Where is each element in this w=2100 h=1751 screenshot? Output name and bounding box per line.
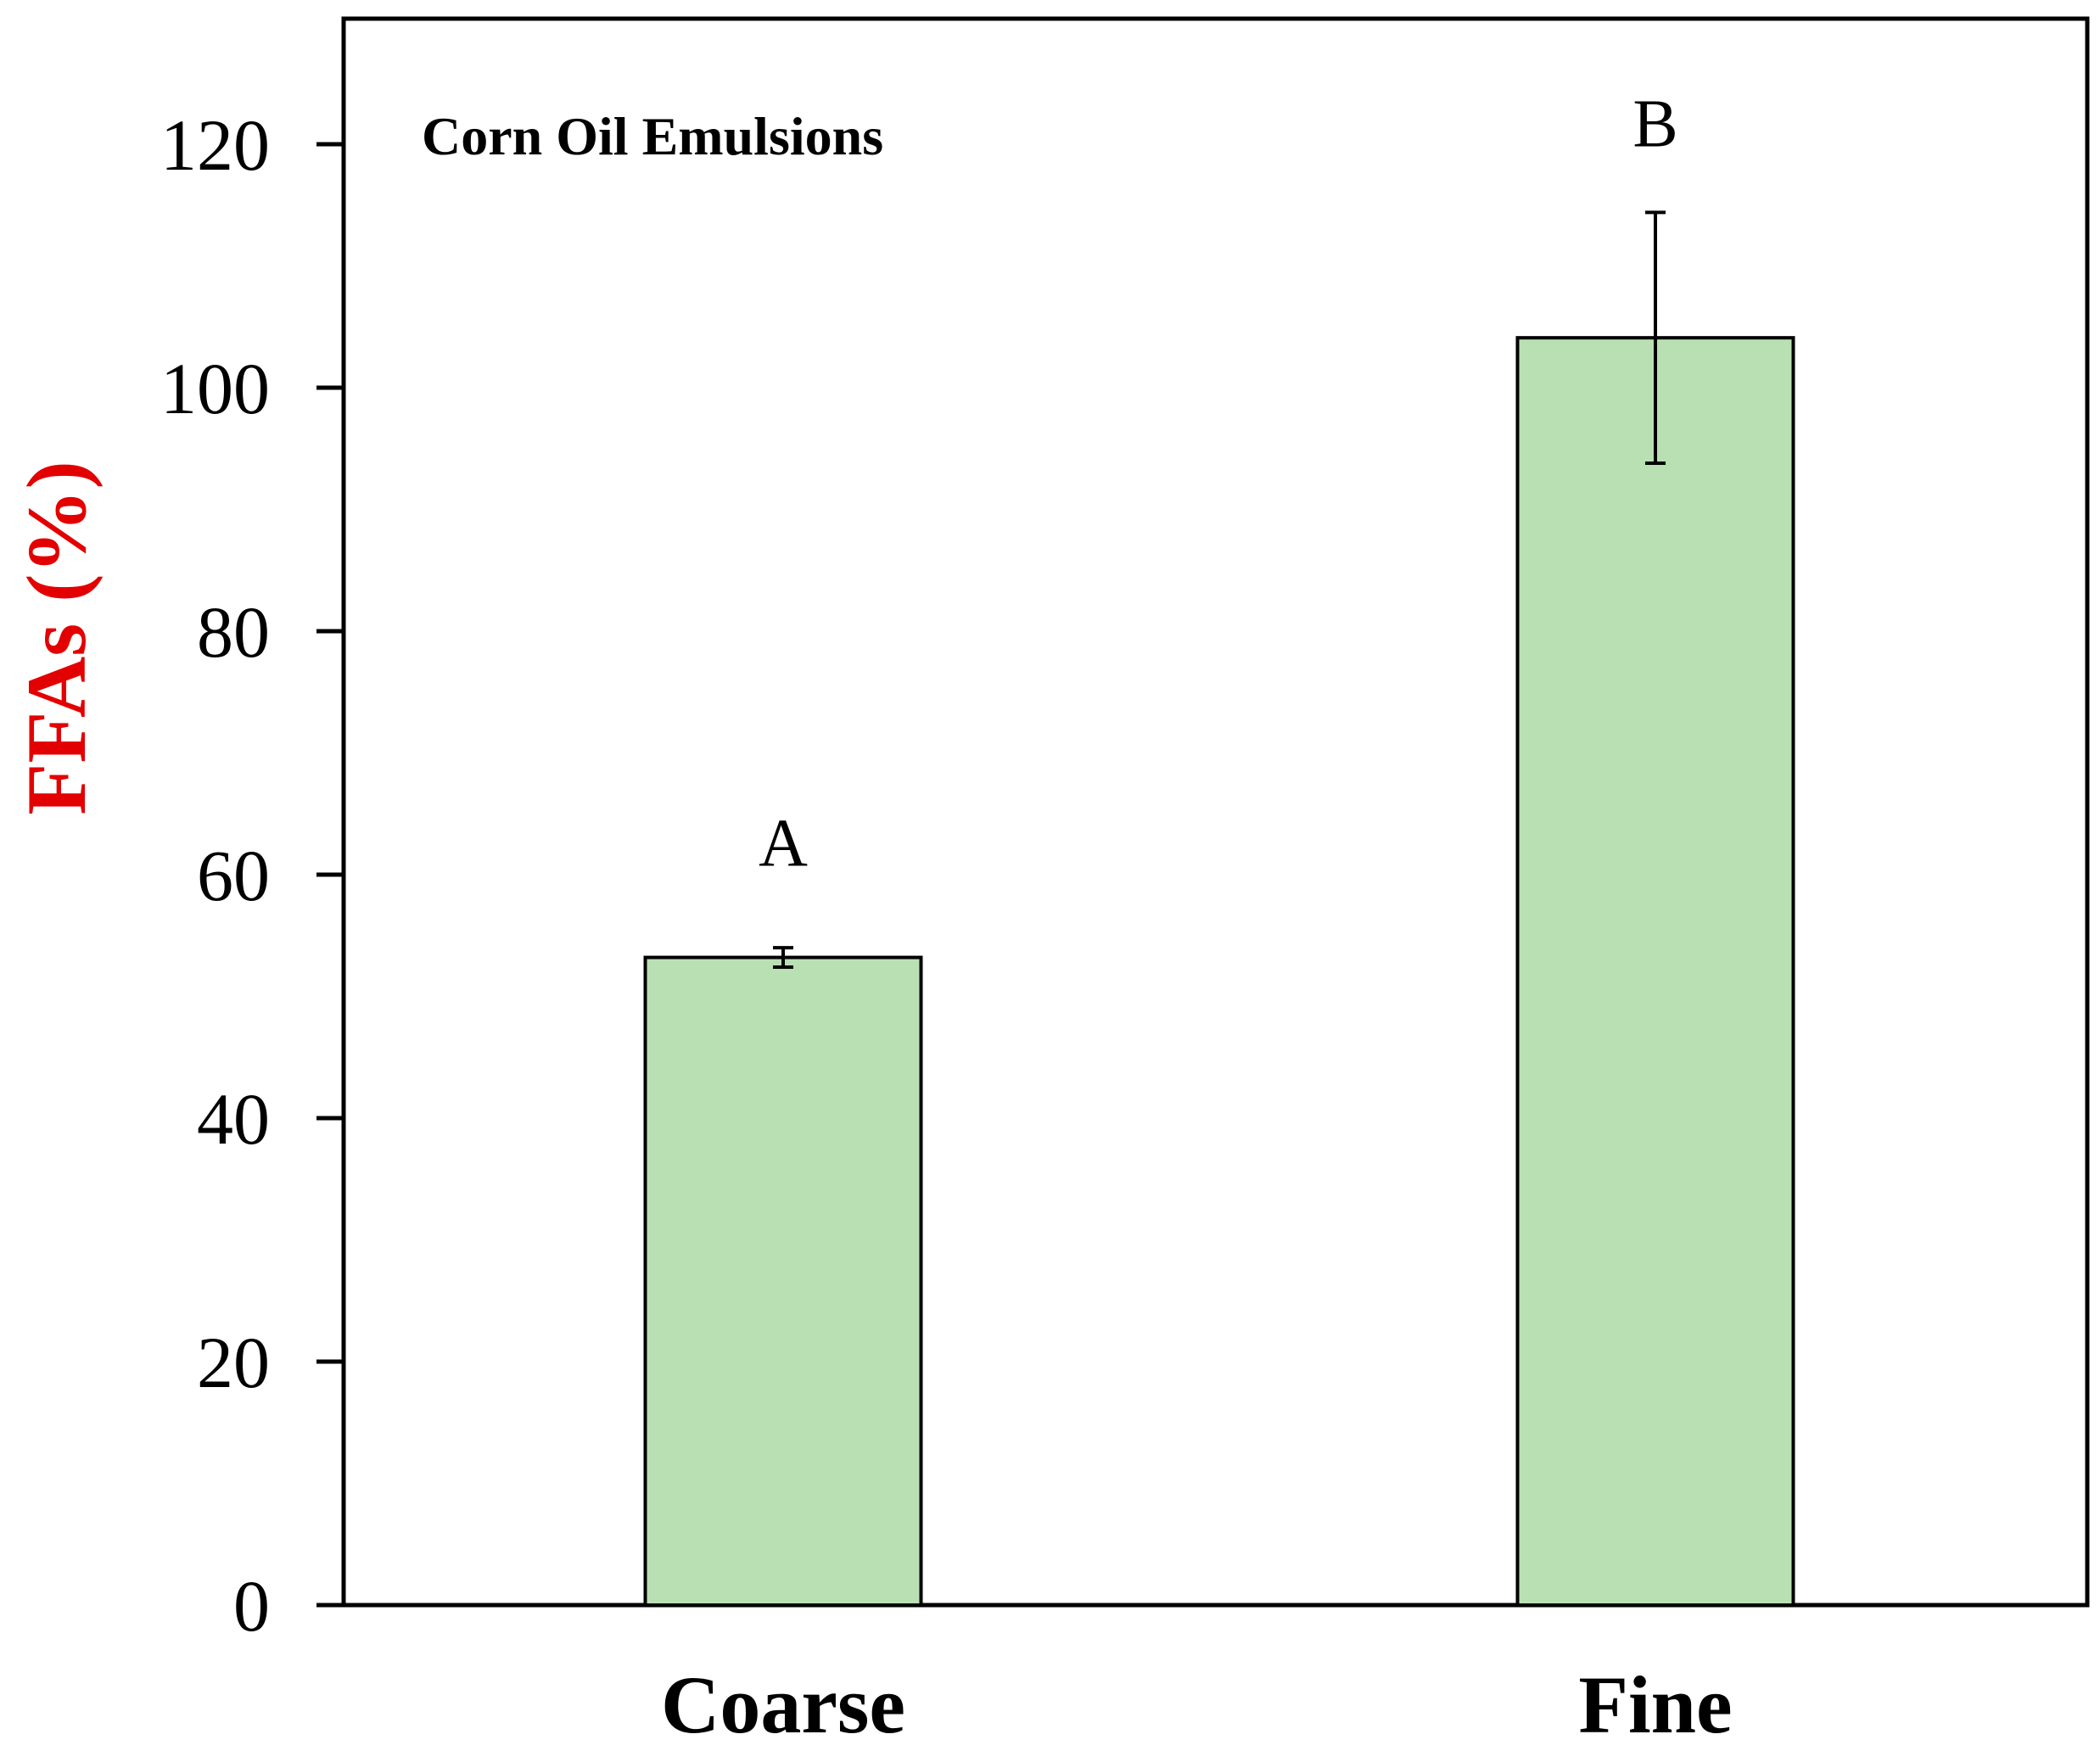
y-tick-label: 120 <box>160 104 270 186</box>
x-tick-label-coarse: Coarse <box>661 1659 905 1750</box>
y-tick-label: 40 <box>197 1078 270 1160</box>
plot-frame <box>341 16 2090 1608</box>
bar-fine <box>1515 336 1795 1607</box>
y-tick-label: 80 <box>197 591 270 673</box>
y-tick-label: 20 <box>197 1322 270 1403</box>
x-axis-labels: Coarse Fine <box>661 1659 1733 1750</box>
y-tick-label: 100 <box>160 348 270 429</box>
chart-title: Corn Oil Emulsions <box>422 106 883 166</box>
x-tick-label-fine: Fine <box>1578 1659 1732 1750</box>
significance-letter-fine: B <box>1632 87 1677 161</box>
bars-group: AB <box>643 87 1795 1607</box>
y-tick-label: 60 <box>197 835 270 916</box>
y-axis-ticks: 0 20 40 60 80 100 120 <box>160 104 344 1647</box>
significance-letter-coarse: A <box>759 807 808 881</box>
bar-coarse <box>643 955 923 1607</box>
y-tick-label: 0 <box>233 1565 270 1647</box>
y-axis-label: FFAs (%) <box>9 461 104 814</box>
